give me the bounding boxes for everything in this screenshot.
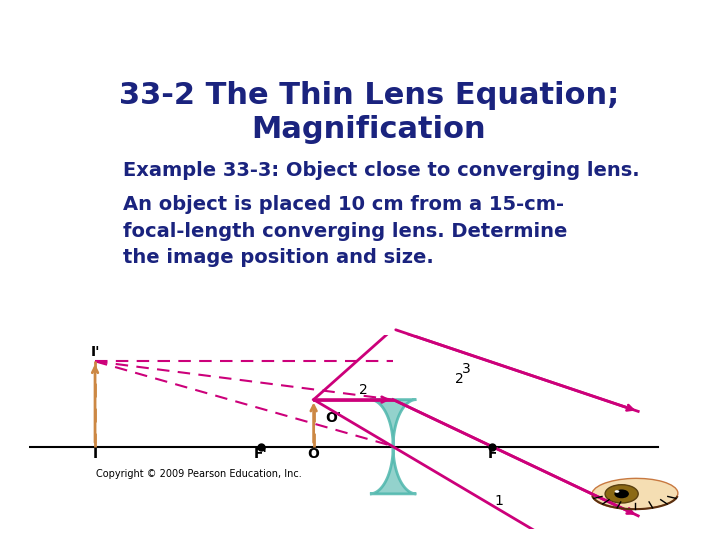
Text: 3: 3 — [462, 362, 470, 376]
Polygon shape — [370, 400, 416, 494]
Text: Copyright © 2009 Pearson Education, Inc.: Copyright © 2009 Pearson Education, Inc. — [96, 469, 302, 478]
Text: 2: 2 — [359, 383, 368, 397]
Ellipse shape — [615, 490, 619, 493]
Text: 2: 2 — [455, 373, 464, 387]
Text: I': I' — [90, 345, 100, 359]
Text: I: I — [92, 447, 98, 461]
Text: O': O' — [325, 411, 341, 425]
Text: F: F — [487, 447, 498, 461]
Ellipse shape — [614, 489, 629, 498]
Text: 1: 1 — [495, 494, 503, 508]
Text: Example 33-3: Object close to converging lens.: Example 33-3: Object close to converging… — [124, 161, 640, 180]
Ellipse shape — [605, 485, 638, 503]
Text: Magnification: Magnification — [252, 114, 486, 144]
Text: O: O — [307, 447, 320, 461]
Text: F': F' — [253, 447, 268, 461]
Text: An object is placed 10 cm from a 15-cm-
focal-length converging lens. Determine
: An object is placed 10 cm from a 15-cm- … — [124, 195, 568, 267]
Text: 33-2 The Thin Lens Equation;: 33-2 The Thin Lens Equation; — [119, 82, 619, 111]
Ellipse shape — [592, 478, 678, 509]
